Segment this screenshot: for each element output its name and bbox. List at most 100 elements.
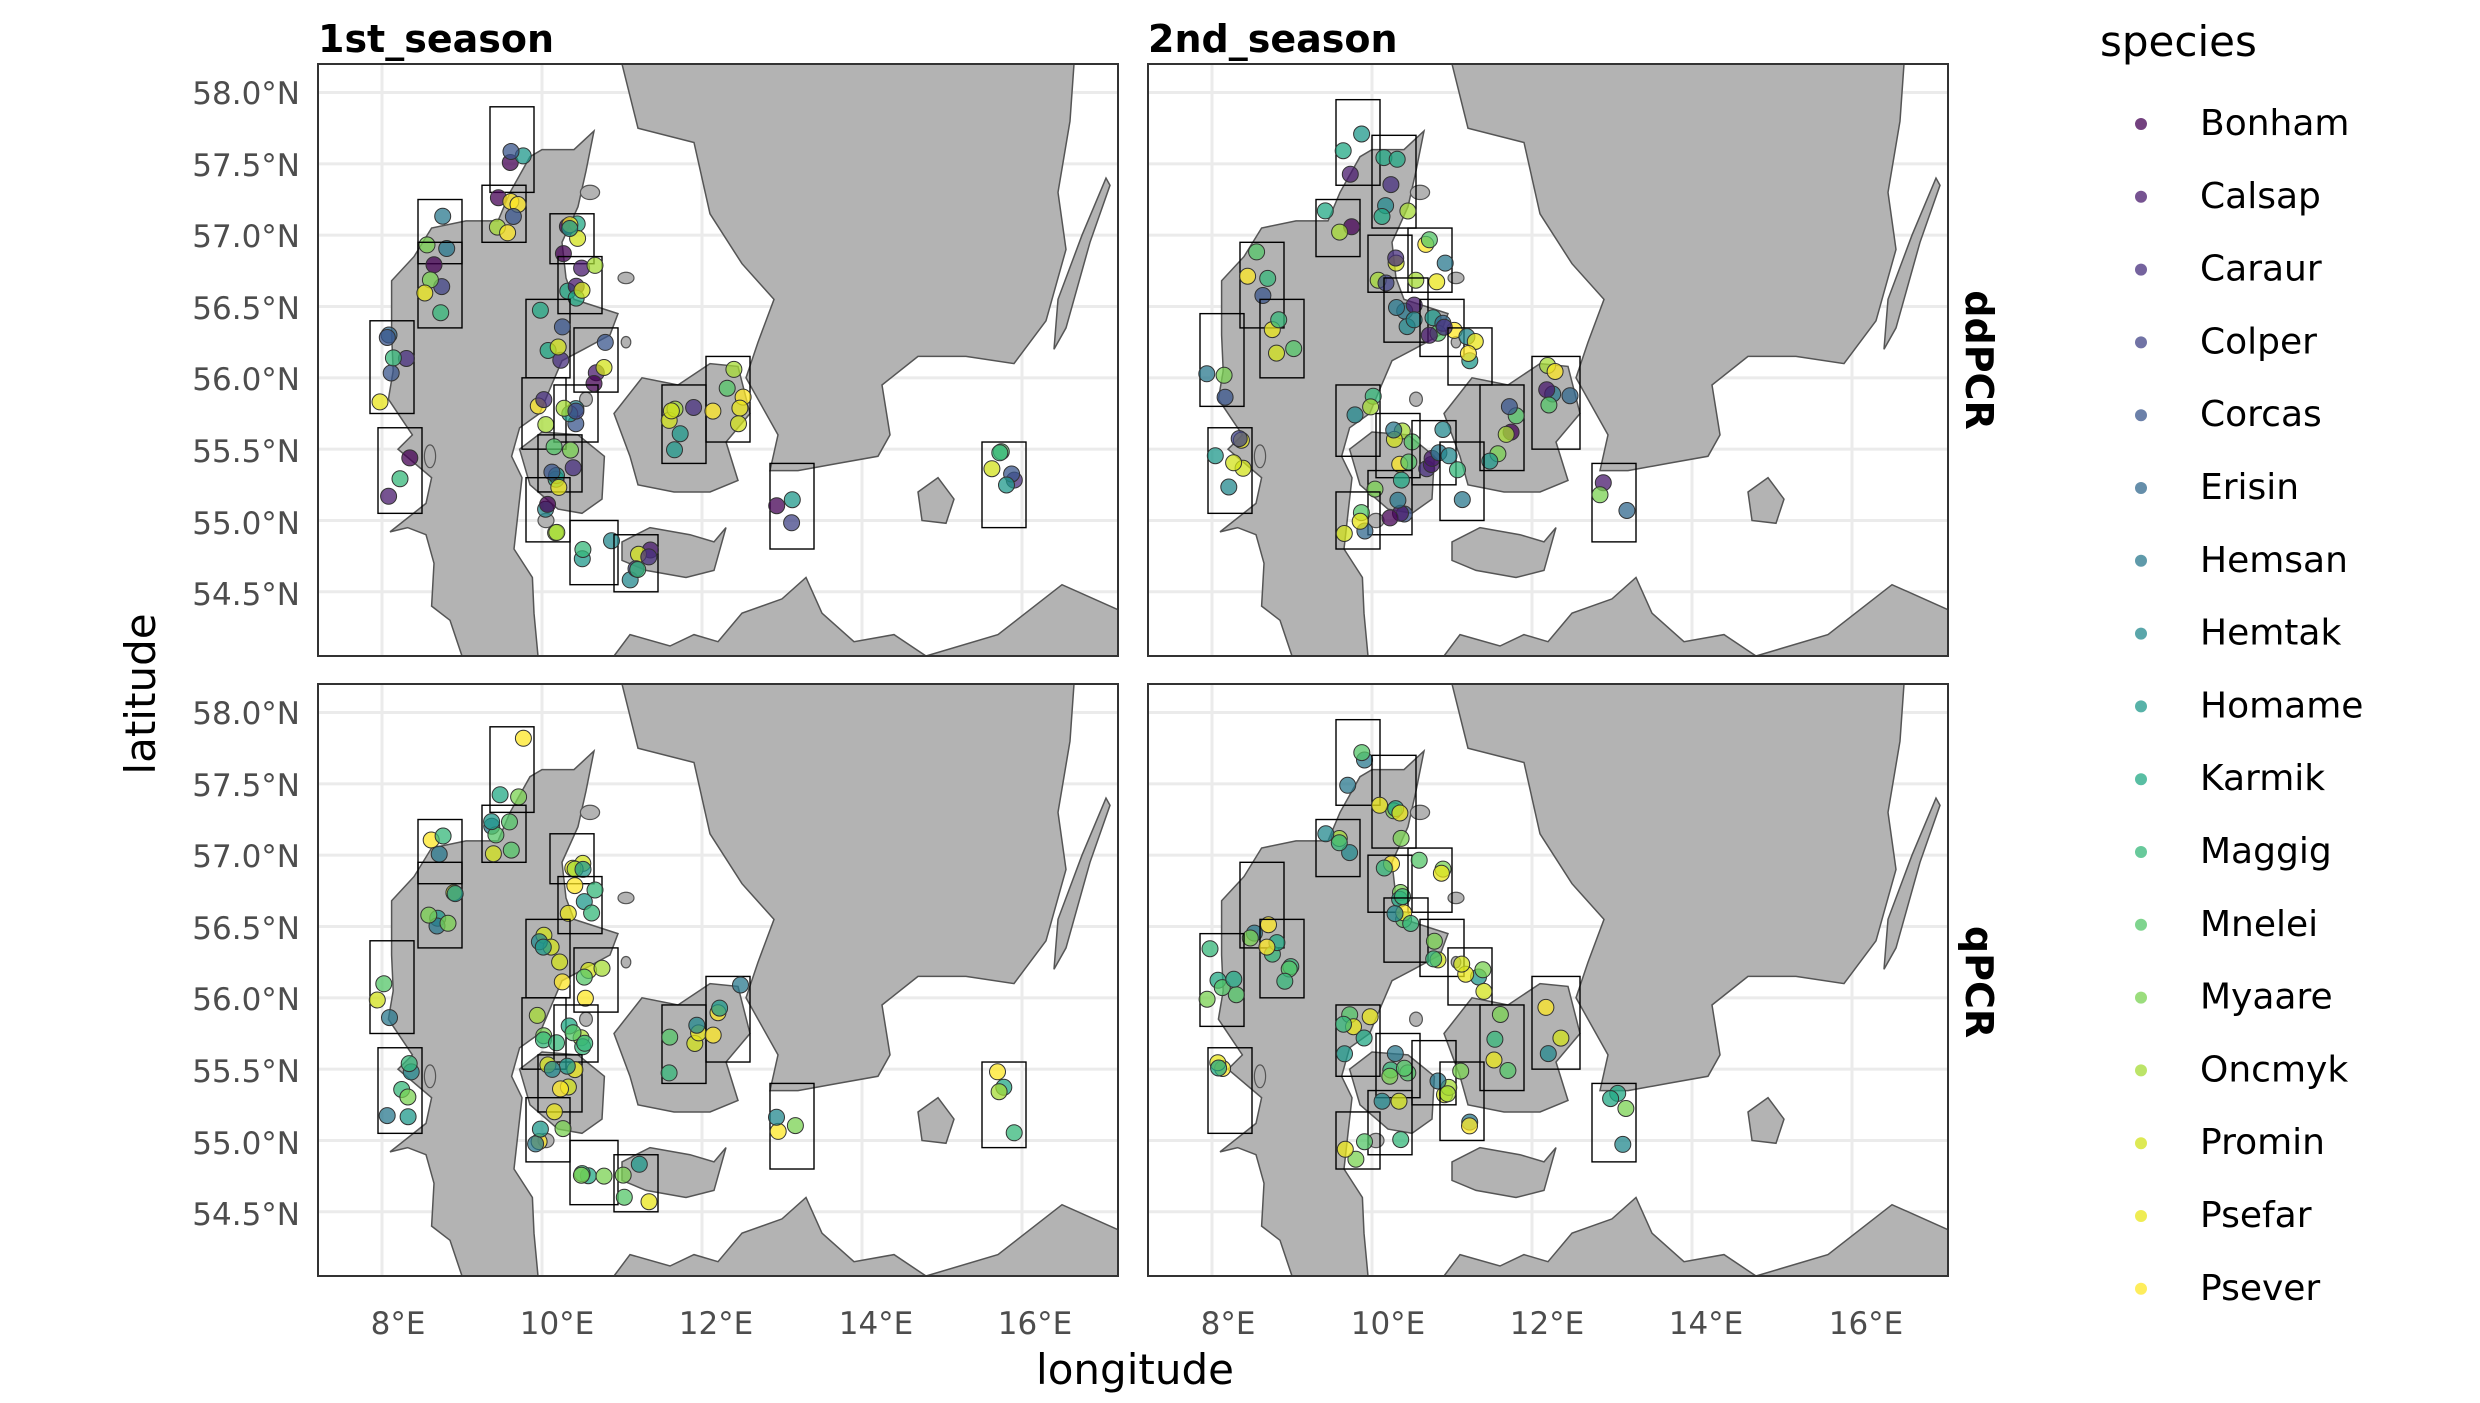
sample-point-hemtak — [768, 1108, 785, 1126]
y-tick-label: 55.0°N — [192, 506, 300, 542]
sample-point-myaare — [1617, 1100, 1635, 1117]
sample-point-psefar — [1371, 796, 1389, 814]
sample-point-oncmyk — [990, 1083, 1008, 1101]
sampling-box — [1335, 1111, 1381, 1170]
sampling-box — [1531, 975, 1581, 1070]
map-panel-ddpcr-2 — [1147, 63, 1949, 657]
y-tick-label: 57.5°N — [192, 148, 300, 184]
legend-label-karmik: Karmik — [2200, 758, 2325, 799]
sampling-box — [1407, 847, 1453, 913]
legend-key-hemtak — [2135, 627, 2147, 640]
panel-border — [1147, 63, 1949, 657]
sample-point-psefar — [550, 478, 568, 496]
sample-point-mnelei — [575, 968, 593, 986]
sample-point-homame — [671, 425, 689, 443]
sampling-box — [981, 1061, 1027, 1149]
land-polygon — [1747, 1096, 1785, 1145]
sample-point-calsap — [380, 487, 398, 505]
sampling-box — [549, 213, 595, 265]
sample-point-promin — [730, 415, 747, 433]
sample-point-maggig — [1005, 1124, 1023, 1142]
sample-point-mnelei — [1420, 231, 1438, 249]
sample-point-myaare — [418, 236, 436, 254]
land-polygon — [318, 1196, 1118, 1276]
sample-point-corcas — [382, 364, 400, 382]
legend-key-homame — [2135, 700, 2147, 713]
x-tick-label: 14°E — [1669, 1306, 1744, 1342]
y-tick-label: 56.0°N — [192, 982, 300, 1018]
sampling-box — [1383, 277, 1429, 343]
sampling-box — [369, 940, 415, 1035]
sample-point-promin — [1268, 344, 1285, 362]
sample-point-colper — [783, 514, 801, 532]
x-axis-title: longitude — [1036, 1345, 1234, 1394]
sampling-box — [1335, 718, 1381, 806]
y-tick-label: 57.0°N — [192, 839, 300, 875]
sample-point-mnelei — [1400, 453, 1418, 471]
sample-point-karmik — [1388, 150, 1406, 168]
island — [1409, 804, 1431, 821]
sampling-box — [1383, 897, 1429, 963]
x-tick-label: 8°E — [371, 1306, 426, 1342]
sampling-box — [369, 320, 415, 415]
sample-point-mnelei — [545, 438, 563, 456]
sample-point-hemtak — [1373, 1092, 1391, 1110]
sample-point-hemsan — [1339, 776, 1357, 794]
sample-point-psever — [989, 1063, 1006, 1081]
sample-point-psefar — [1428, 273, 1446, 291]
legend-key-oncmyk — [2135, 1064, 2147, 1077]
sample-point-psever — [704, 402, 722, 420]
sample-point-colper — [567, 402, 585, 420]
sample-point-homame — [666, 441, 683, 459]
sample-point-psever — [576, 989, 594, 1007]
legend-label-maggig: Maggig — [2200, 831, 2332, 872]
island — [1408, 391, 1423, 407]
legend-key-colper — [2135, 336, 2147, 349]
sampling-box — [1367, 234, 1413, 293]
land-polygon — [1883, 176, 1941, 350]
sample-point-hemsan — [434, 207, 452, 225]
sample-point-oncmyk — [586, 256, 604, 274]
y-tick-label: 58.0°N — [192, 696, 300, 732]
sampling-box — [1439, 441, 1485, 522]
land-polygon — [1451, 526, 1557, 579]
sample-point-myaare — [786, 1117, 804, 1135]
sample-point-hemsan — [1198, 365, 1216, 383]
sample-point-caraur — [1387, 249, 1405, 267]
island — [423, 1064, 437, 1089]
sampling-box — [981, 441, 1027, 529]
sample-point-psever — [1239, 267, 1257, 285]
sampling-box — [1447, 947, 1493, 1006]
sample-point-corcas — [543, 463, 561, 481]
sample-point-psever — [1461, 1117, 1478, 1135]
sample-point-homame — [711, 999, 729, 1017]
sample-point-myaare — [1491, 1006, 1509, 1023]
sample-point-myaare — [554, 1120, 572, 1138]
sampling-box — [1199, 932, 1245, 1028]
sample-point-bonham — [768, 497, 786, 515]
legend-key-calsap — [2135, 190, 2147, 203]
sample-point-hemsan — [381, 1009, 398, 1027]
sample-point-myaare — [439, 914, 457, 932]
sample-point-karmik — [531, 301, 549, 319]
legend-key-maggig — [2135, 846, 2147, 858]
sample-point-hemtak — [688, 1016, 706, 1034]
sample-point-homame — [1336, 1045, 1353, 1063]
sampling-box — [1199, 312, 1245, 408]
land-polygon — [917, 476, 955, 525]
sample-point-psefar — [731, 399, 749, 417]
y-tick-label: 55.0°N — [192, 1126, 300, 1162]
sample-point-homame — [534, 938, 552, 956]
sample-point-oncmyk — [1407, 271, 1425, 289]
legend-label-caraur: Caraur — [2200, 249, 2322, 290]
sample-point-hemsan — [430, 845, 448, 863]
sample-point-promin — [1552, 1029, 1570, 1047]
sample-point-corcas — [378, 329, 396, 346]
y-tick-label: 56.5°N — [192, 291, 300, 327]
x-tick-label: 8°E — [1201, 1306, 1256, 1342]
sample-point-promin — [662, 402, 680, 420]
sample-point-promin — [549, 338, 567, 356]
sample-point-oncmyk — [593, 959, 611, 977]
y-tick-label: 58.0°N — [192, 76, 300, 112]
sampling-box — [705, 975, 751, 1063]
